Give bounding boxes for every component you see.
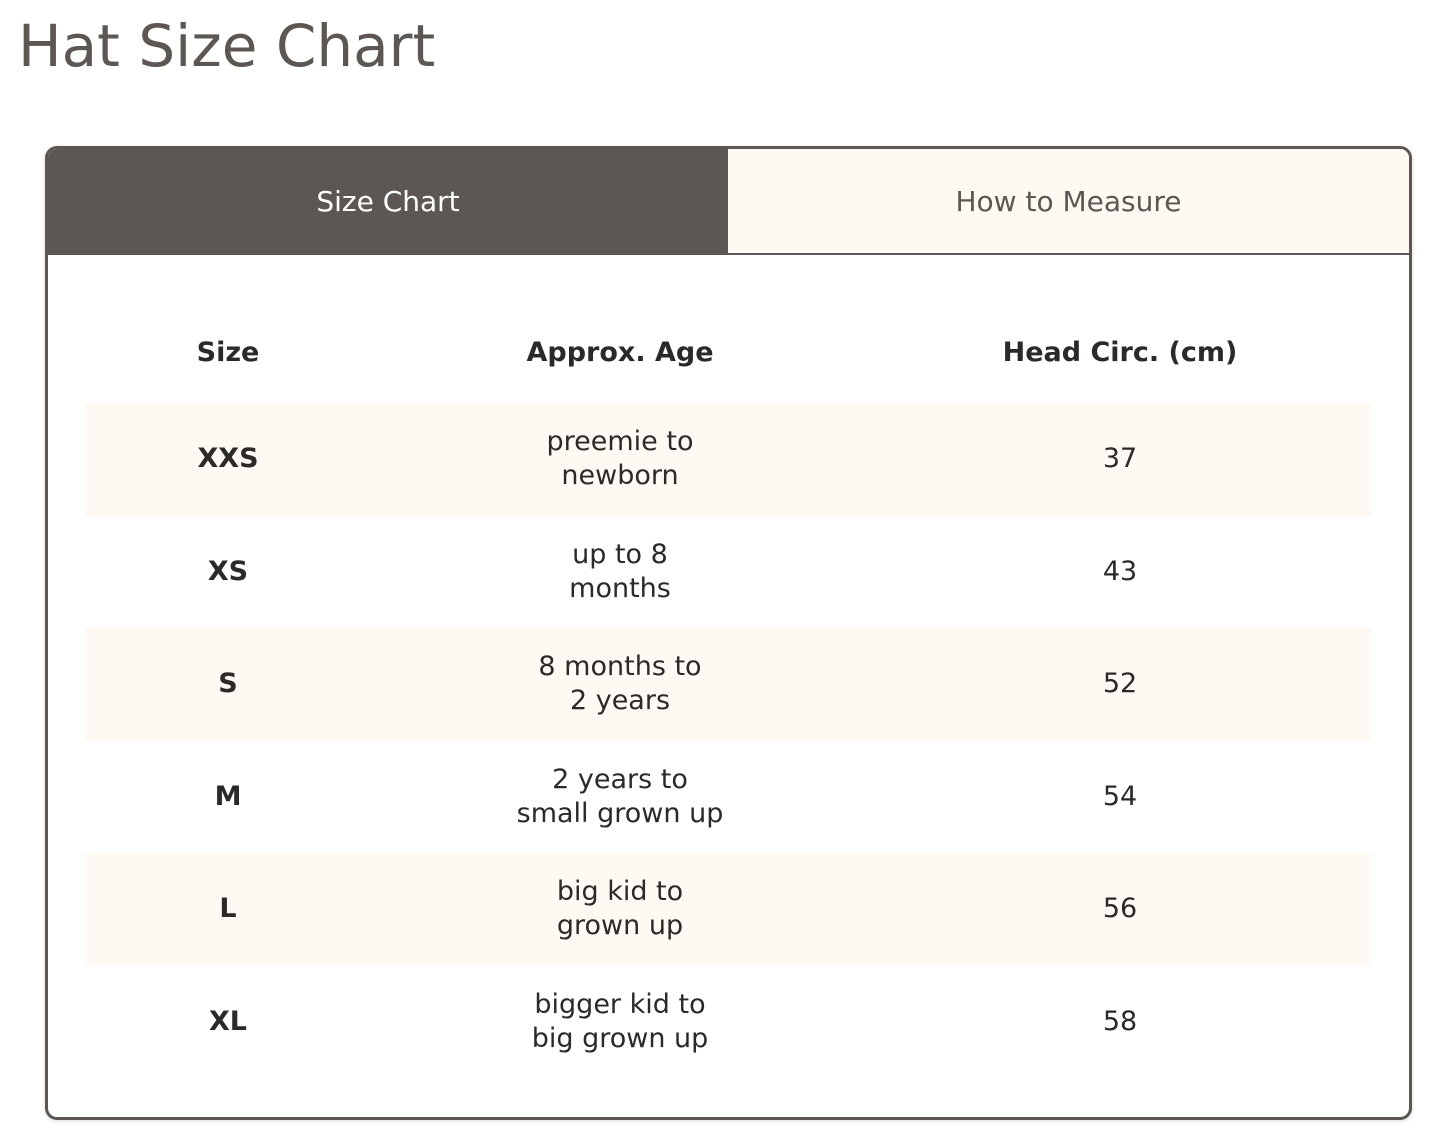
size-cell: S (85, 628, 371, 741)
header-size: Size (196, 337, 260, 368)
table-header-row: Size Approx. Age Head Circ. (cm) (85, 302, 1371, 403)
header-age: Approx. Age (526, 337, 714, 368)
size-table: Size Approx. Age Head Circ. (cm) XXS pre… (85, 302, 1371, 1078)
age-line-2: grown up (556, 910, 684, 942)
age-cell: 2 years to small grown up (371, 741, 869, 854)
age-line-2: small grown up (516, 797, 724, 829)
age-line-1: preemie to (546, 426, 694, 458)
table-row: XXS preemie to newborn 37 (85, 403, 1371, 516)
table-row: XS up to 8 months 43 (85, 516, 1371, 629)
age-line-1: big kid to (556, 876, 684, 908)
age-line-2: newborn (561, 460, 679, 492)
head-circ-cell: 58 (1102, 1005, 1138, 1037)
table-row: L big kid to grown up 56 (85, 853, 1371, 966)
size-cell: M (214, 780, 242, 812)
age-cell: 8 months to 2 years (371, 628, 869, 741)
table-row: M 2 years to small grown up 54 (85, 741, 1371, 854)
tab-how-to-measure[interactable]: How to Measure (728, 149, 1409, 253)
size-chart-panel: Size Chart How to Measure Size Approx. A… (45, 146, 1412, 1120)
age-line-1: 2 years to (552, 763, 688, 795)
age-line-1: 8 months to (538, 651, 702, 683)
table-row: S 8 months to 2 years 52 (85, 628, 1371, 741)
size-cell: XS (207, 555, 249, 587)
age-cell: preemie to newborn (371, 403, 869, 516)
page-title: Hat Size Chart (18, 12, 436, 80)
age-cell: bigger kid to big grown up (371, 966, 869, 1079)
table-row: XL bigger kid to big grown up 58 (85, 966, 1371, 1079)
size-cell: XXS (85, 403, 371, 516)
head-circ-cell: 43 (1102, 555, 1138, 587)
age-line-1: up to 8 (572, 538, 668, 570)
age-line-2: months (569, 572, 671, 604)
size-cell: XL (208, 1005, 248, 1037)
age-cell: big kid to grown up (371, 853, 869, 966)
age-line-2: 2 years (569, 685, 671, 717)
tab-size-chart[interactable]: Size Chart (48, 149, 728, 253)
size-cell: L (85, 853, 371, 966)
header-head-circ: Head Circ. (cm) (1002, 337, 1238, 368)
head-circ-cell: 52 (869, 628, 1371, 741)
head-circ-cell: 56 (869, 853, 1371, 966)
age-cell: up to 8 months (371, 516, 869, 629)
head-circ-cell: 54 (1102, 780, 1138, 812)
tab-bar: Size Chart How to Measure (48, 149, 1409, 255)
age-line-1: bigger kid to (534, 988, 706, 1020)
head-circ-cell: 37 (869, 403, 1371, 516)
age-line-2: big grown up (531, 1022, 709, 1054)
